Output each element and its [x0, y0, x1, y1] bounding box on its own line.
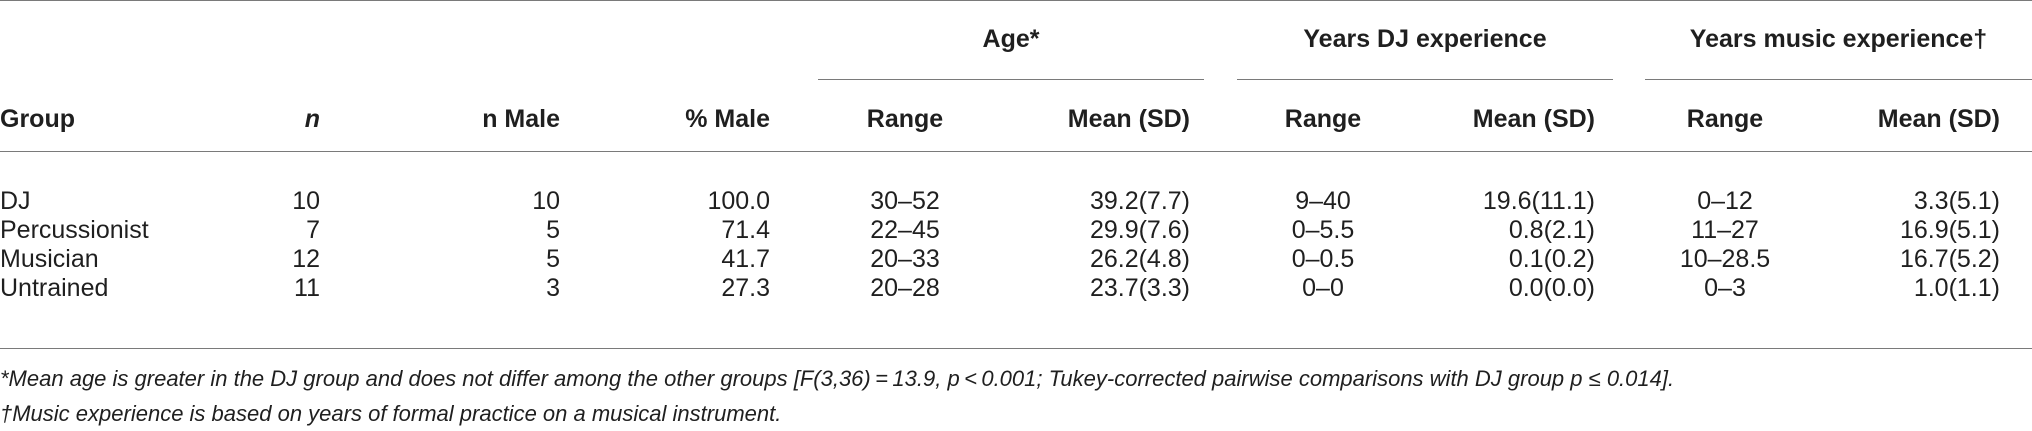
footnote-music-experience: †Music experience is based on years of f… — [0, 401, 782, 426]
cell-n: 7 — [306, 216, 320, 244]
cell-group: Untrained — [0, 274, 109, 302]
col-header-n: n — [304, 105, 320, 133]
cell-music-mean: 3.3(5.1) — [1913, 187, 2000, 215]
cell-age-mean: 29.9(7.6) — [1089, 216, 1190, 244]
cell-dj-mean: 19.6(11.1) — [1482, 187, 1595, 215]
top-rule — [0, 0, 2032, 1]
col-header-group: Group — [0, 105, 75, 133]
cell-age-mean: 23.7(3.3) — [1089, 274, 1190, 302]
footnote-age: *Mean age is greater in the DJ group and… — [0, 366, 1675, 391]
age-group-underline — [818, 79, 1204, 80]
cell-n: 11 — [294, 274, 320, 302]
cell-group: Musician — [0, 245, 99, 273]
cell-dj-mean: 0.1(0.2) — [1508, 245, 1595, 273]
col-header-music-mean: Mean (SD) — [1877, 105, 2000, 133]
music-experience-group-underline — [1645, 79, 2032, 80]
col-header-n-male: n Male — [482, 105, 560, 133]
cell-music-range: 0–3 — [1704, 274, 1746, 302]
col-header-pct-male: % Male — [685, 105, 770, 133]
cell-age-mean: 39.2(7.7) — [1089, 187, 1190, 215]
cell-dj-range: 0–0.5 — [1291, 245, 1355, 273]
cell-pct-male: 71.4 — [721, 216, 770, 244]
cell-dj-range: 0–5.5 — [1291, 216, 1355, 244]
col-header-dj-mean: Mean (SD) — [1472, 105, 1595, 133]
cell-n-male: 5 — [546, 216, 560, 244]
cell-pct-male: 27.3 — [721, 274, 770, 302]
cell-music-mean: 16.7(5.2) — [1899, 245, 2000, 273]
cell-n: 12 — [292, 245, 320, 273]
cell-dj-range: 9–40 — [1295, 187, 1351, 215]
col-header-dj-range: Range — [1284, 105, 1362, 133]
cell-age-mean: 26.2(4.8) — [1089, 245, 1190, 273]
cell-n: 10 — [292, 187, 320, 215]
header-bottom-rule — [0, 151, 2032, 152]
cell-dj-mean: 0.0(0.0) — [1508, 274, 1595, 302]
cell-age-range: 30–52 — [870, 187, 940, 215]
cell-n-male: 5 — [546, 245, 560, 273]
cell-pct-male: 41.7 — [721, 245, 770, 273]
cell-music-range: 11–27 — [1691, 216, 1759, 244]
cell-age-range: 22–45 — [870, 216, 940, 244]
cell-n-male: 3 — [546, 274, 560, 302]
cell-pct-male: 100.0 — [707, 187, 770, 215]
cell-music-range: 10–28.5 — [1679, 245, 1771, 273]
cell-group: DJ — [0, 187, 31, 215]
dj-experience-group-underline — [1237, 79, 1613, 80]
span-header-music-experience: Years music experience† — [1689, 25, 1988, 53]
col-header-music-range: Range — [1686, 105, 1764, 133]
span-header-dj-experience: Years DJ experience — [1303, 25, 1547, 53]
cell-group: Percussionist — [0, 216, 149, 244]
body-bottom-rule — [0, 348, 2032, 349]
cell-music-mean: 16.9(5.1) — [1899, 216, 2000, 244]
col-header-age-mean: Mean (SD) — [1067, 105, 1190, 133]
col-header-age-range: Range — [866, 105, 944, 133]
cell-dj-range: 0–0 — [1302, 274, 1344, 302]
cell-dj-mean: 0.8(2.1) — [1508, 216, 1595, 244]
cell-n-male: 10 — [532, 187, 560, 215]
cell-music-mean: 1.0(1.1) — [1913, 274, 2000, 302]
cell-age-range: 20–33 — [870, 245, 940, 273]
span-header-age: Age* — [982, 25, 1040, 53]
cell-age-range: 20–28 — [870, 274, 940, 302]
cell-music-range: 0–12 — [1697, 187, 1753, 215]
